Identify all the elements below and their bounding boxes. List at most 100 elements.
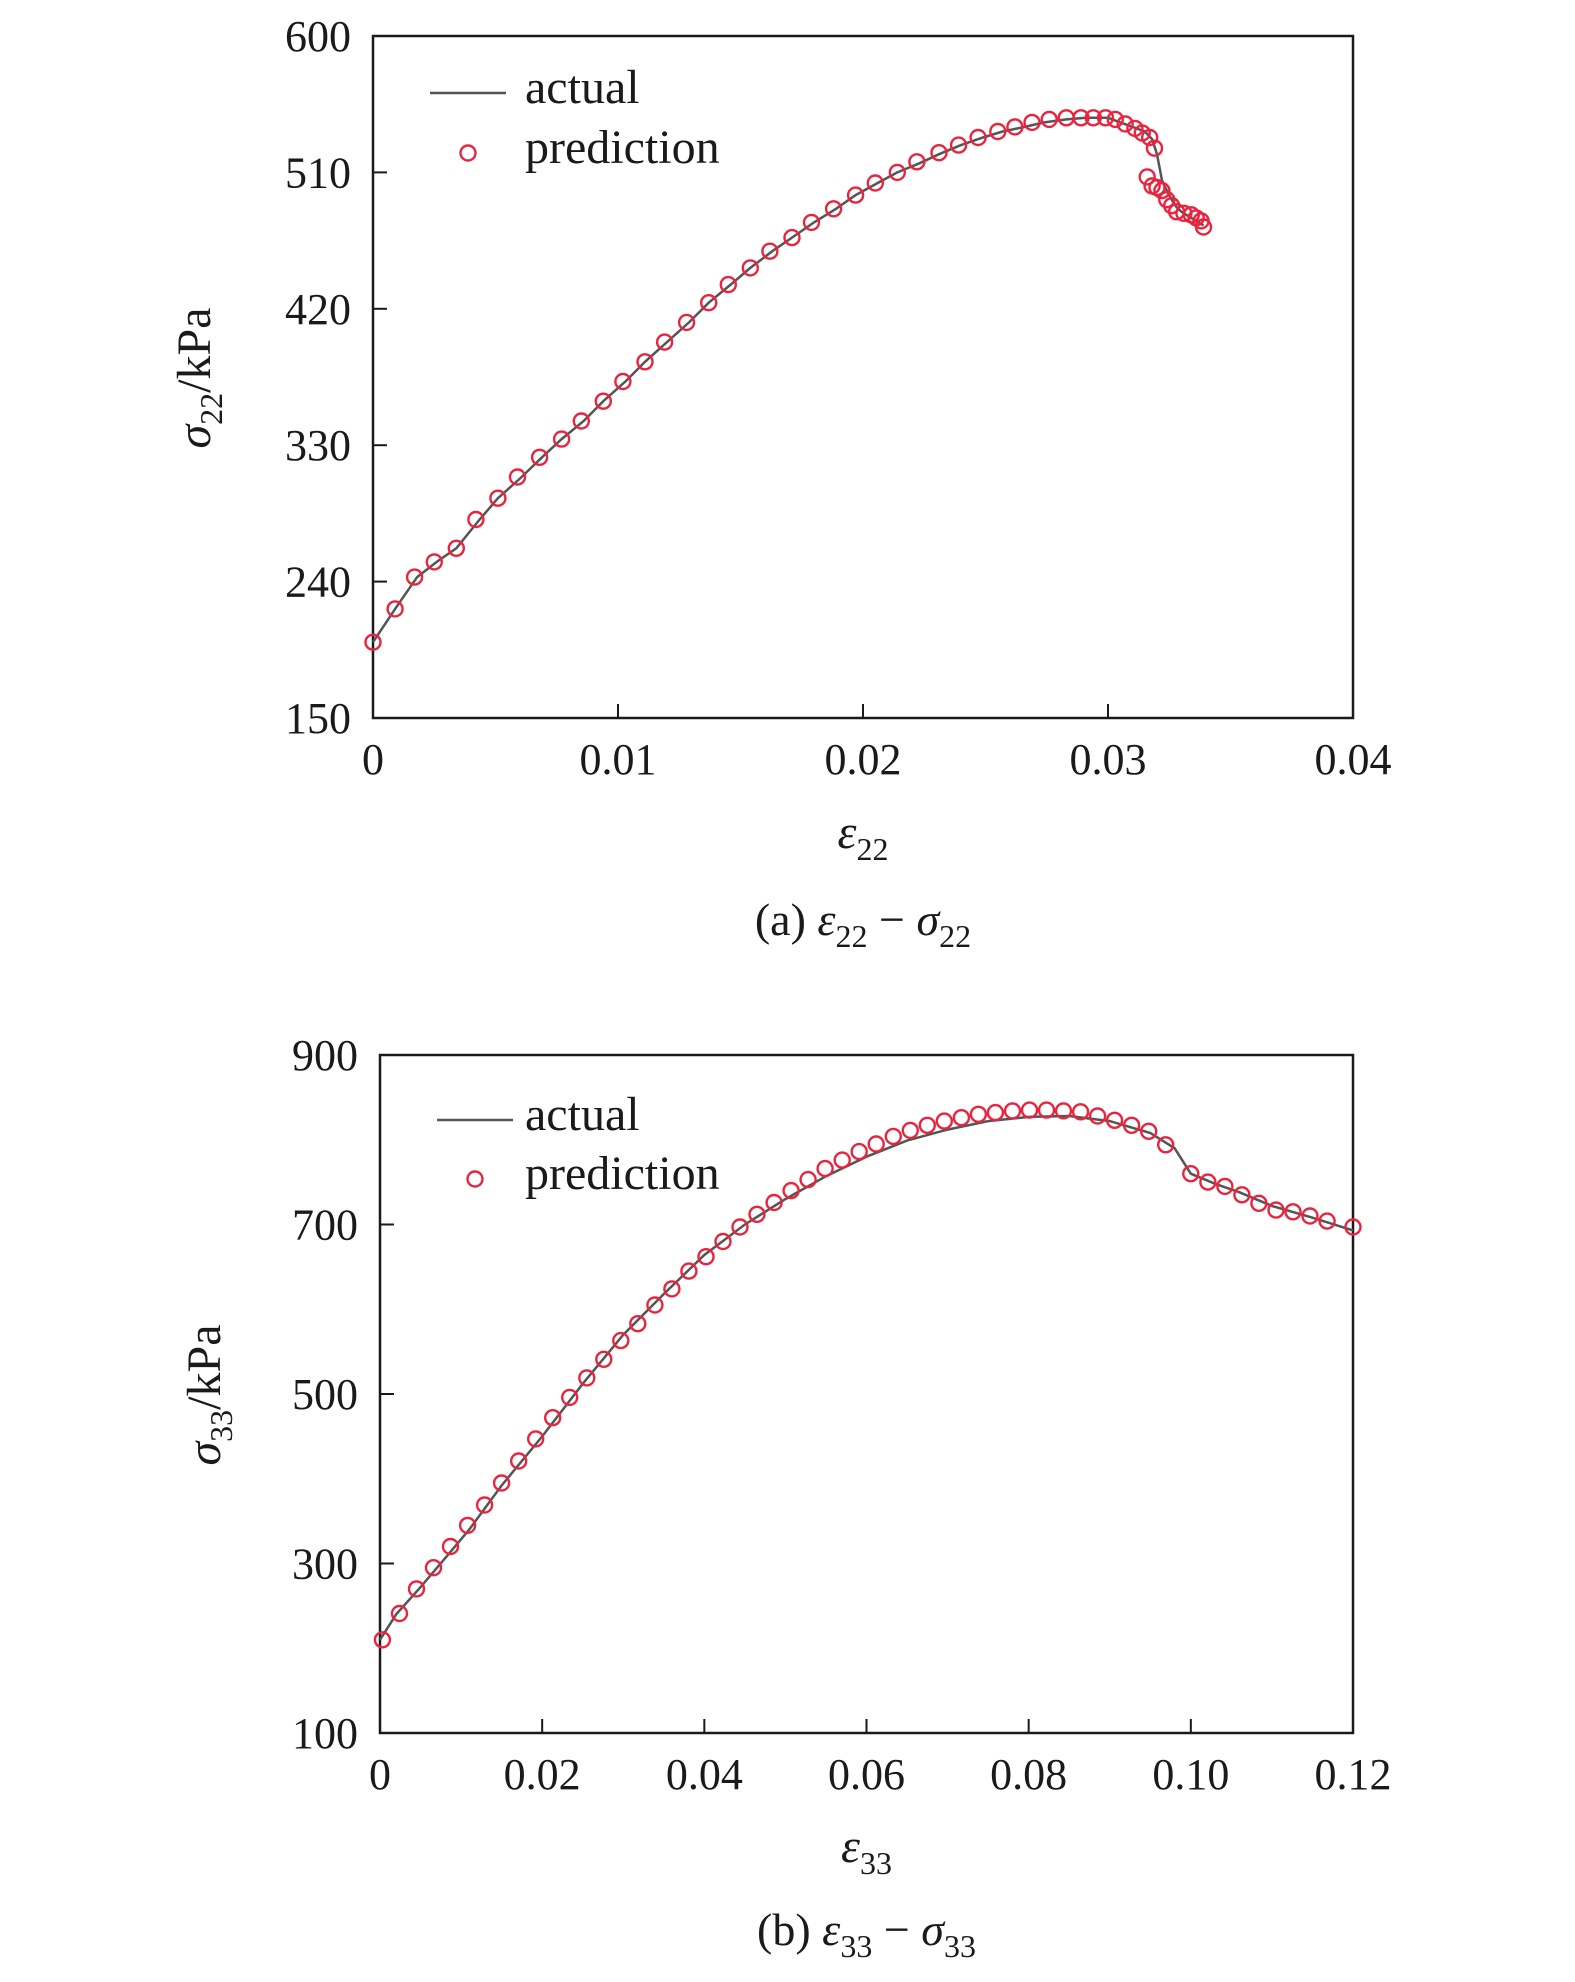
data-point bbox=[949, 136, 968, 154]
data-point bbox=[1199, 1173, 1217, 1191]
data-point bbox=[846, 186, 865, 204]
x-tick-label: 0.06 bbox=[828, 1750, 905, 1799]
data-point bbox=[833, 1151, 851, 1169]
legend-label-actual: actual bbox=[525, 61, 640, 114]
data-point bbox=[373, 1631, 392, 1649]
data-point bbox=[1003, 1102, 1022, 1120]
data-point bbox=[866, 174, 884, 192]
x-axis-label: ε33 bbox=[841, 1820, 892, 1881]
y-axis-label-symbol: σ bbox=[168, 423, 221, 449]
data-point bbox=[1020, 1101, 1039, 1119]
data-point bbox=[901, 1121, 919, 1140]
legend-marker-swatch bbox=[466, 1170, 484, 1188]
data-point bbox=[1301, 1207, 1319, 1225]
x-tick-label: 0.04 bbox=[666, 1750, 743, 1799]
data-point bbox=[1054, 1102, 1073, 1120]
y-axis-label-symbol: σ bbox=[178, 1440, 231, 1466]
data-point bbox=[1116, 115, 1134, 133]
data-point bbox=[663, 1280, 681, 1298]
chart-panel-a: 0 0.01 0.02 0.03 0.04 150 240 330 420 510 600 actua… bbox=[168, 12, 1392, 954]
y-tick-label: 240 bbox=[285, 558, 351, 607]
data-point bbox=[731, 1218, 749, 1236]
caption-prefix: (a) bbox=[755, 894, 818, 945]
data-point bbox=[677, 313, 696, 332]
data-point bbox=[594, 392, 612, 410]
data-point bbox=[1145, 139, 1164, 157]
data-point bbox=[458, 1516, 477, 1535]
y-tick-label: 900 bbox=[292, 1031, 358, 1080]
y-axis-label: σ33/kPa bbox=[178, 1324, 239, 1465]
data-point bbox=[700, 294, 718, 312]
data-point bbox=[888, 163, 906, 182]
data-point bbox=[1096, 109, 1115, 127]
data-point bbox=[572, 412, 590, 430]
y-axis-label-unit: /kPa bbox=[168, 307, 221, 392]
data-point bbox=[1106, 110, 1125, 129]
data-point bbox=[1153, 181, 1171, 200]
series-line-actual bbox=[371, 116, 1205, 643]
data-point bbox=[390, 1604, 409, 1623]
caption-y-subscript: 22 bbox=[939, 918, 971, 954]
caption-y-subscript: 33 bbox=[944, 1928, 976, 1964]
series-markers-prediction bbox=[373, 1101, 1362, 1649]
x-tick-label: 0.10 bbox=[1152, 1750, 1229, 1799]
data-point bbox=[425, 553, 443, 571]
data-point bbox=[714, 1232, 732, 1251]
data-point bbox=[1040, 110, 1058, 129]
y-tick-label: 150 bbox=[285, 694, 351, 743]
legend-label-prediction: prediction bbox=[525, 1147, 720, 1200]
data-point bbox=[741, 259, 759, 277]
legend-marker-swatch bbox=[459, 144, 477, 162]
data-point bbox=[989, 122, 1007, 141]
data-point bbox=[1072, 109, 1090, 127]
data-point bbox=[1071, 1103, 1090, 1121]
caption-prefix: (b) bbox=[757, 1904, 822, 1955]
x-tick-label: 0.03 bbox=[1070, 735, 1147, 784]
data-point bbox=[407, 1580, 426, 1598]
x-tick-label: 0.02 bbox=[825, 735, 902, 784]
data-point bbox=[799, 1170, 817, 1189]
data-point bbox=[748, 1205, 766, 1224]
y-tick-label: 510 bbox=[285, 148, 351, 197]
data-point bbox=[510, 1452, 528, 1470]
data-point bbox=[655, 333, 674, 351]
x-tick-label: 0 bbox=[369, 1750, 391, 1799]
data-point bbox=[527, 1430, 545, 1448]
data-point bbox=[1122, 1116, 1141, 1135]
caption-separator: − bbox=[872, 1904, 921, 1955]
chart-panel-b: 0 0.02 0.04 0.06 0.08 0.10 0.12 100 300 500 700 900… bbox=[178, 1031, 1392, 1964]
data-point bbox=[824, 200, 843, 218]
data-point bbox=[935, 1112, 953, 1130]
data-point bbox=[952, 1108, 971, 1127]
data-point bbox=[578, 1369, 596, 1387]
x-axis-label-subscript: 22 bbox=[856, 831, 888, 867]
data-point bbox=[441, 1537, 460, 1556]
plot-frame bbox=[371, 34, 1355, 720]
x-tick-label: 0 bbox=[362, 735, 384, 784]
data-point bbox=[1088, 1107, 1107, 1125]
data-point bbox=[629, 1314, 647, 1333]
y-axis-label-unit: /kPa bbox=[178, 1324, 231, 1409]
x-axis-label-symbol: ε bbox=[838, 806, 857, 859]
data-point bbox=[680, 1262, 698, 1280]
x-tick-label: 0.08 bbox=[990, 1750, 1067, 1799]
data-point bbox=[1284, 1203, 1302, 1221]
data-point bbox=[1023, 113, 1041, 132]
data-point bbox=[867, 1135, 885, 1153]
data-point bbox=[1139, 1122, 1158, 1141]
data-point bbox=[561, 1388, 579, 1407]
x-axis-label-symbol: ε bbox=[841, 1820, 860, 1873]
data-point bbox=[1194, 218, 1213, 236]
data-point bbox=[930, 143, 948, 162]
data-point bbox=[1140, 128, 1159, 147]
caption-x-symbol: ε bbox=[817, 894, 836, 945]
data-point bbox=[1267, 1201, 1285, 1219]
data-point bbox=[969, 128, 987, 147]
data-point bbox=[1216, 1177, 1234, 1196]
data-point bbox=[782, 1181, 800, 1200]
data-point bbox=[595, 1350, 613, 1369]
data-point bbox=[636, 353, 654, 371]
legend-label-actual: actual bbox=[525, 1088, 640, 1141]
data-point bbox=[612, 1331, 630, 1350]
y-axis-label-subscript: 22 bbox=[193, 393, 229, 425]
